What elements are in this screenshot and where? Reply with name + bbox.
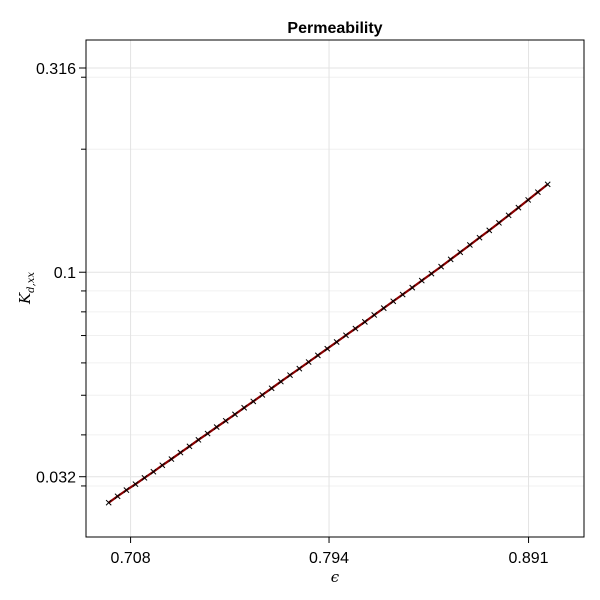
data-point-marker: [418, 277, 425, 284]
data-point-marker: [231, 411, 238, 418]
data-point-marker: [141, 474, 148, 481]
data-point-marker: [186, 443, 193, 450]
y-tick-label: 0.032: [36, 470, 76, 487]
x-tick-label: 0.708: [111, 550, 151, 567]
data-point-marker: [525, 196, 532, 203]
data-point-marker: [287, 372, 293, 379]
data-point-marker: [438, 263, 445, 270]
plot-frame: [85, 39, 585, 538]
data-point-marker: [399, 291, 406, 298]
data-point-marker: [496, 219, 502, 226]
data-point-marker: [114, 493, 121, 500]
y-tick-label: 0.316: [36, 61, 76, 78]
data-point-marker: [409, 284, 416, 291]
permeability-curve: [108, 183, 549, 504]
data-point-marker: [515, 204, 522, 211]
x-axis-label: ϵ: [331, 568, 340, 586]
chart-title: Permeability: [287, 20, 382, 37]
data-point-marker: [371, 312, 378, 318]
data-point-marker: [105, 499, 112, 506]
data-point-marker: [333, 339, 340, 345]
y-axis-label: Kd,xx: [16, 272, 37, 305]
data-point-marker: [544, 181, 551, 188]
data-point-marker: [213, 424, 220, 431]
data-point-marker: [250, 398, 257, 405]
data-point-marker: [361, 318, 368, 325]
data-point-marker: [222, 417, 229, 424]
data-point-marker: [476, 234, 483, 241]
data-point-marker: [259, 391, 266, 398]
data-point-marker: [447, 256, 454, 263]
minor-gridlines: [86, 76, 584, 487]
data-point-marker: [305, 359, 312, 365]
data-point-marker: [486, 227, 493, 234]
data-point-marker: [534, 189, 541, 196]
y-axis-label-subscript: d,xx: [26, 272, 37, 293]
data-point-marker: [390, 298, 397, 305]
data-point-marker: [268, 385, 275, 392]
data-point-marker: [277, 378, 284, 385]
data-point-marker: [352, 325, 359, 332]
data-point-marker: [505, 212, 512, 219]
data-point-marker: [342, 332, 349, 339]
data-point-marker: [159, 462, 166, 469]
x-tick-labels: 0.708 0.794 0.891: [111, 550, 549, 567]
data-point-marker: [466, 242, 473, 248]
data-point-marker: [123, 487, 130, 494]
data-point-marker: [168, 456, 175, 463]
data-point-marker: [314, 352, 321, 359]
data-point-marker: [324, 345, 331, 352]
data-point-marker: [132, 481, 139, 488]
major-gridlines: [86, 40, 584, 537]
data-point-marker: [457, 249, 464, 256]
data-point-marker: [380, 305, 387, 312]
y-axis-label-group: Kd,xx: [16, 272, 37, 305]
plot-area: [105, 181, 551, 506]
x-tick-label: 0.794: [309, 550, 349, 567]
data-point-marker: [241, 404, 248, 411]
data-point-marker: [195, 436, 202, 443]
data-point-marker: [204, 430, 211, 437]
y-axis-label-main: K: [16, 292, 34, 305]
y-tick-label: 0.1: [54, 265, 76, 282]
data-point-marker: [428, 270, 435, 277]
data-point-marker: [150, 468, 157, 475]
y-tick-labels: 0.032 0.1 0.316: [36, 61, 76, 487]
x-tick-label: 0.891: [509, 550, 549, 567]
data-point-marker: [177, 449, 184, 456]
data-point-marker: [296, 365, 303, 372]
axis-ticks: [79, 67, 530, 543]
